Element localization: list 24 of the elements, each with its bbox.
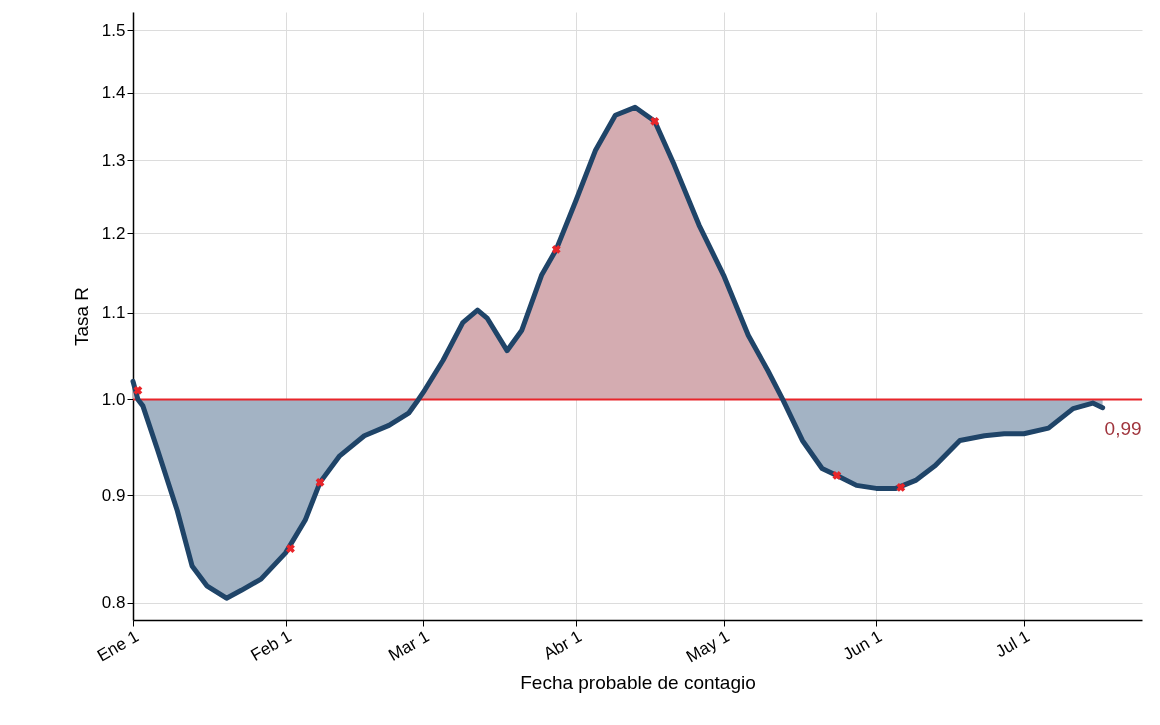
point (286, 544, 295, 554)
y-axis-title: Tasa R (70, 286, 92, 347)
y-tick-label: 1.1 (101, 303, 126, 323)
x-axis-title: Fecha probable de contagio (520, 671, 756, 693)
x-tick-label: Mar 1 (385, 626, 433, 665)
y-tick-label: 0.9 (101, 485, 126, 505)
x-tick-label: Jun 1 (839, 626, 886, 665)
annotation: 0,99 (1104, 417, 1142, 439)
point (832, 470, 842, 480)
x-tick-label: Abr 1 (540, 626, 585, 664)
y-tick-label: 1.0 (101, 389, 126, 409)
point (896, 482, 906, 492)
y-tick-label: 1.5 (101, 20, 126, 40)
x-tick-label: May 1 (683, 626, 733, 667)
point (650, 116, 660, 126)
y-tick-label: 1.2 (101, 223, 126, 243)
y-tick-label: 0.8 (101, 593, 126, 613)
x-tick-label: Jul 1 (992, 626, 1033, 662)
y-tick-label: 1.3 (101, 150, 126, 170)
x-tick-label: Ene 1 (94, 626, 142, 666)
point (315, 477, 325, 487)
y-tick-label: 1.4 (101, 83, 126, 103)
x-tick-label: Feb 1 (247, 626, 295, 665)
point (133, 385, 143, 395)
